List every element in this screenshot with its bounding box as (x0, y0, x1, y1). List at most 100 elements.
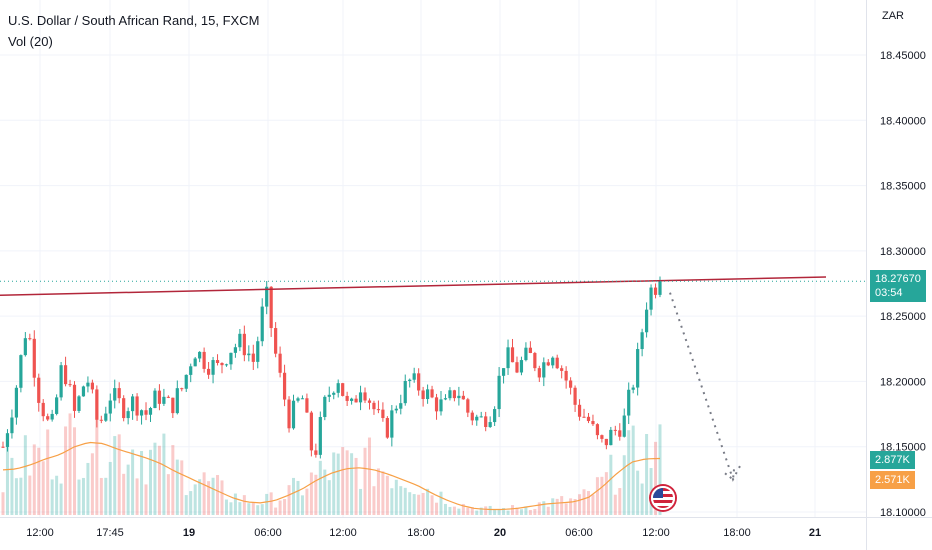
volume-bar (323, 469, 327, 515)
candle-body (519, 360, 524, 373)
symbol-title[interactable]: U.S. Dollar / South African Rand, 15, FX… (8, 13, 260, 28)
volume-bar (41, 461, 45, 515)
volume-bar (238, 502, 242, 515)
volume-bar (412, 494, 416, 515)
candle-body (300, 398, 305, 400)
volume-bar (359, 488, 363, 515)
volume-bar (376, 468, 380, 515)
volume-bar (10, 457, 14, 515)
volume-bar (113, 436, 117, 515)
volume-bar (140, 450, 144, 515)
candle-body (430, 389, 434, 398)
volume-bar (55, 475, 59, 515)
candle-body (260, 306, 264, 342)
volume-bar (573, 498, 577, 515)
volume-bar (497, 508, 501, 515)
candle-body (528, 347, 532, 354)
volume-bar (578, 494, 582, 515)
candle-body (99, 419, 103, 421)
volume-bar (586, 491, 590, 515)
volume-bar (287, 485, 291, 515)
candle-body (443, 398, 448, 400)
y-tick-label: 18.35000 (880, 181, 926, 193)
volume-bar (73, 427, 77, 515)
volume-bar (408, 492, 412, 515)
volume-bar (162, 433, 166, 515)
candle-body (180, 388, 184, 390)
candle-body (385, 418, 389, 438)
candle-body (153, 390, 157, 409)
volume-bar (327, 480, 331, 515)
volume-bar (390, 488, 394, 515)
bar-countdown: 03:54 (875, 287, 903, 299)
volume-bar (19, 477, 23, 515)
volume-bar (198, 479, 202, 515)
chart-legend: U.S. Dollar / South African Rand, 15, FX… (8, 10, 259, 52)
candle-body (425, 389, 430, 400)
us-flag-icon[interactable] (651, 486, 675, 510)
candle-body (488, 422, 492, 428)
candle-body (341, 383, 345, 396)
y-tick-label: 18.20000 (880, 376, 926, 388)
candle-body (14, 387, 19, 418)
volume-bar (157, 445, 161, 515)
volume-bar (511, 505, 515, 515)
volume-bar (220, 480, 224, 515)
candle-body (242, 333, 246, 356)
candle-body (412, 373, 416, 380)
volume-bar (502, 508, 506, 515)
volume-bar (1, 492, 5, 515)
candle-body (10, 417, 14, 434)
candle-body (627, 389, 631, 416)
x-tick-label: 12:00 (329, 527, 357, 539)
volume-bar (166, 474, 170, 515)
candle-body (86, 382, 90, 387)
candle-body (269, 286, 273, 329)
volume-bar (318, 460, 322, 515)
candle-body (394, 408, 398, 411)
candle-body (381, 409, 385, 419)
candle-body (354, 398, 358, 403)
volume-bar (443, 503, 447, 515)
candle-body (278, 353, 282, 373)
volume-bar (452, 506, 456, 515)
candle-body (90, 382, 94, 390)
volume-bar (283, 499, 287, 515)
volume-bar (488, 505, 492, 515)
candle-body (399, 403, 403, 409)
candle-body (591, 421, 595, 425)
candle-body (439, 399, 443, 412)
candle-body (501, 368, 506, 376)
candle-body (233, 347, 238, 353)
candle-body (238, 333, 242, 348)
volume-bar (108, 461, 112, 515)
volume-bar (278, 500, 282, 515)
candle-body (493, 409, 497, 423)
y-tick-label: 18.15000 (880, 442, 926, 454)
candle-body (318, 417, 322, 455)
candle-body (175, 388, 179, 414)
candle-body (350, 398, 354, 401)
candle-body (166, 396, 170, 398)
volume-bar (81, 477, 85, 515)
volume-bar (551, 498, 555, 515)
volume-bar (265, 493, 269, 515)
volume-indicator-label[interactable]: Vol (20) (8, 34, 53, 49)
candle-body (546, 362, 550, 366)
candle-body (555, 357, 559, 369)
candle-body (162, 396, 166, 404)
candle-body (470, 412, 474, 421)
volume-bar (533, 508, 537, 515)
volume-bar (470, 507, 474, 515)
volume-bar (604, 472, 608, 515)
volume-bar (86, 462, 90, 515)
volume-bar (126, 464, 130, 515)
x-tick-label: 06:00 (254, 527, 282, 539)
candle-body (46, 416, 50, 420)
volume-bar (649, 468, 653, 515)
volume-ma-line (2, 441, 661, 511)
candle-body (135, 396, 139, 416)
candle-body (452, 390, 457, 399)
volume-bar (305, 488, 309, 515)
